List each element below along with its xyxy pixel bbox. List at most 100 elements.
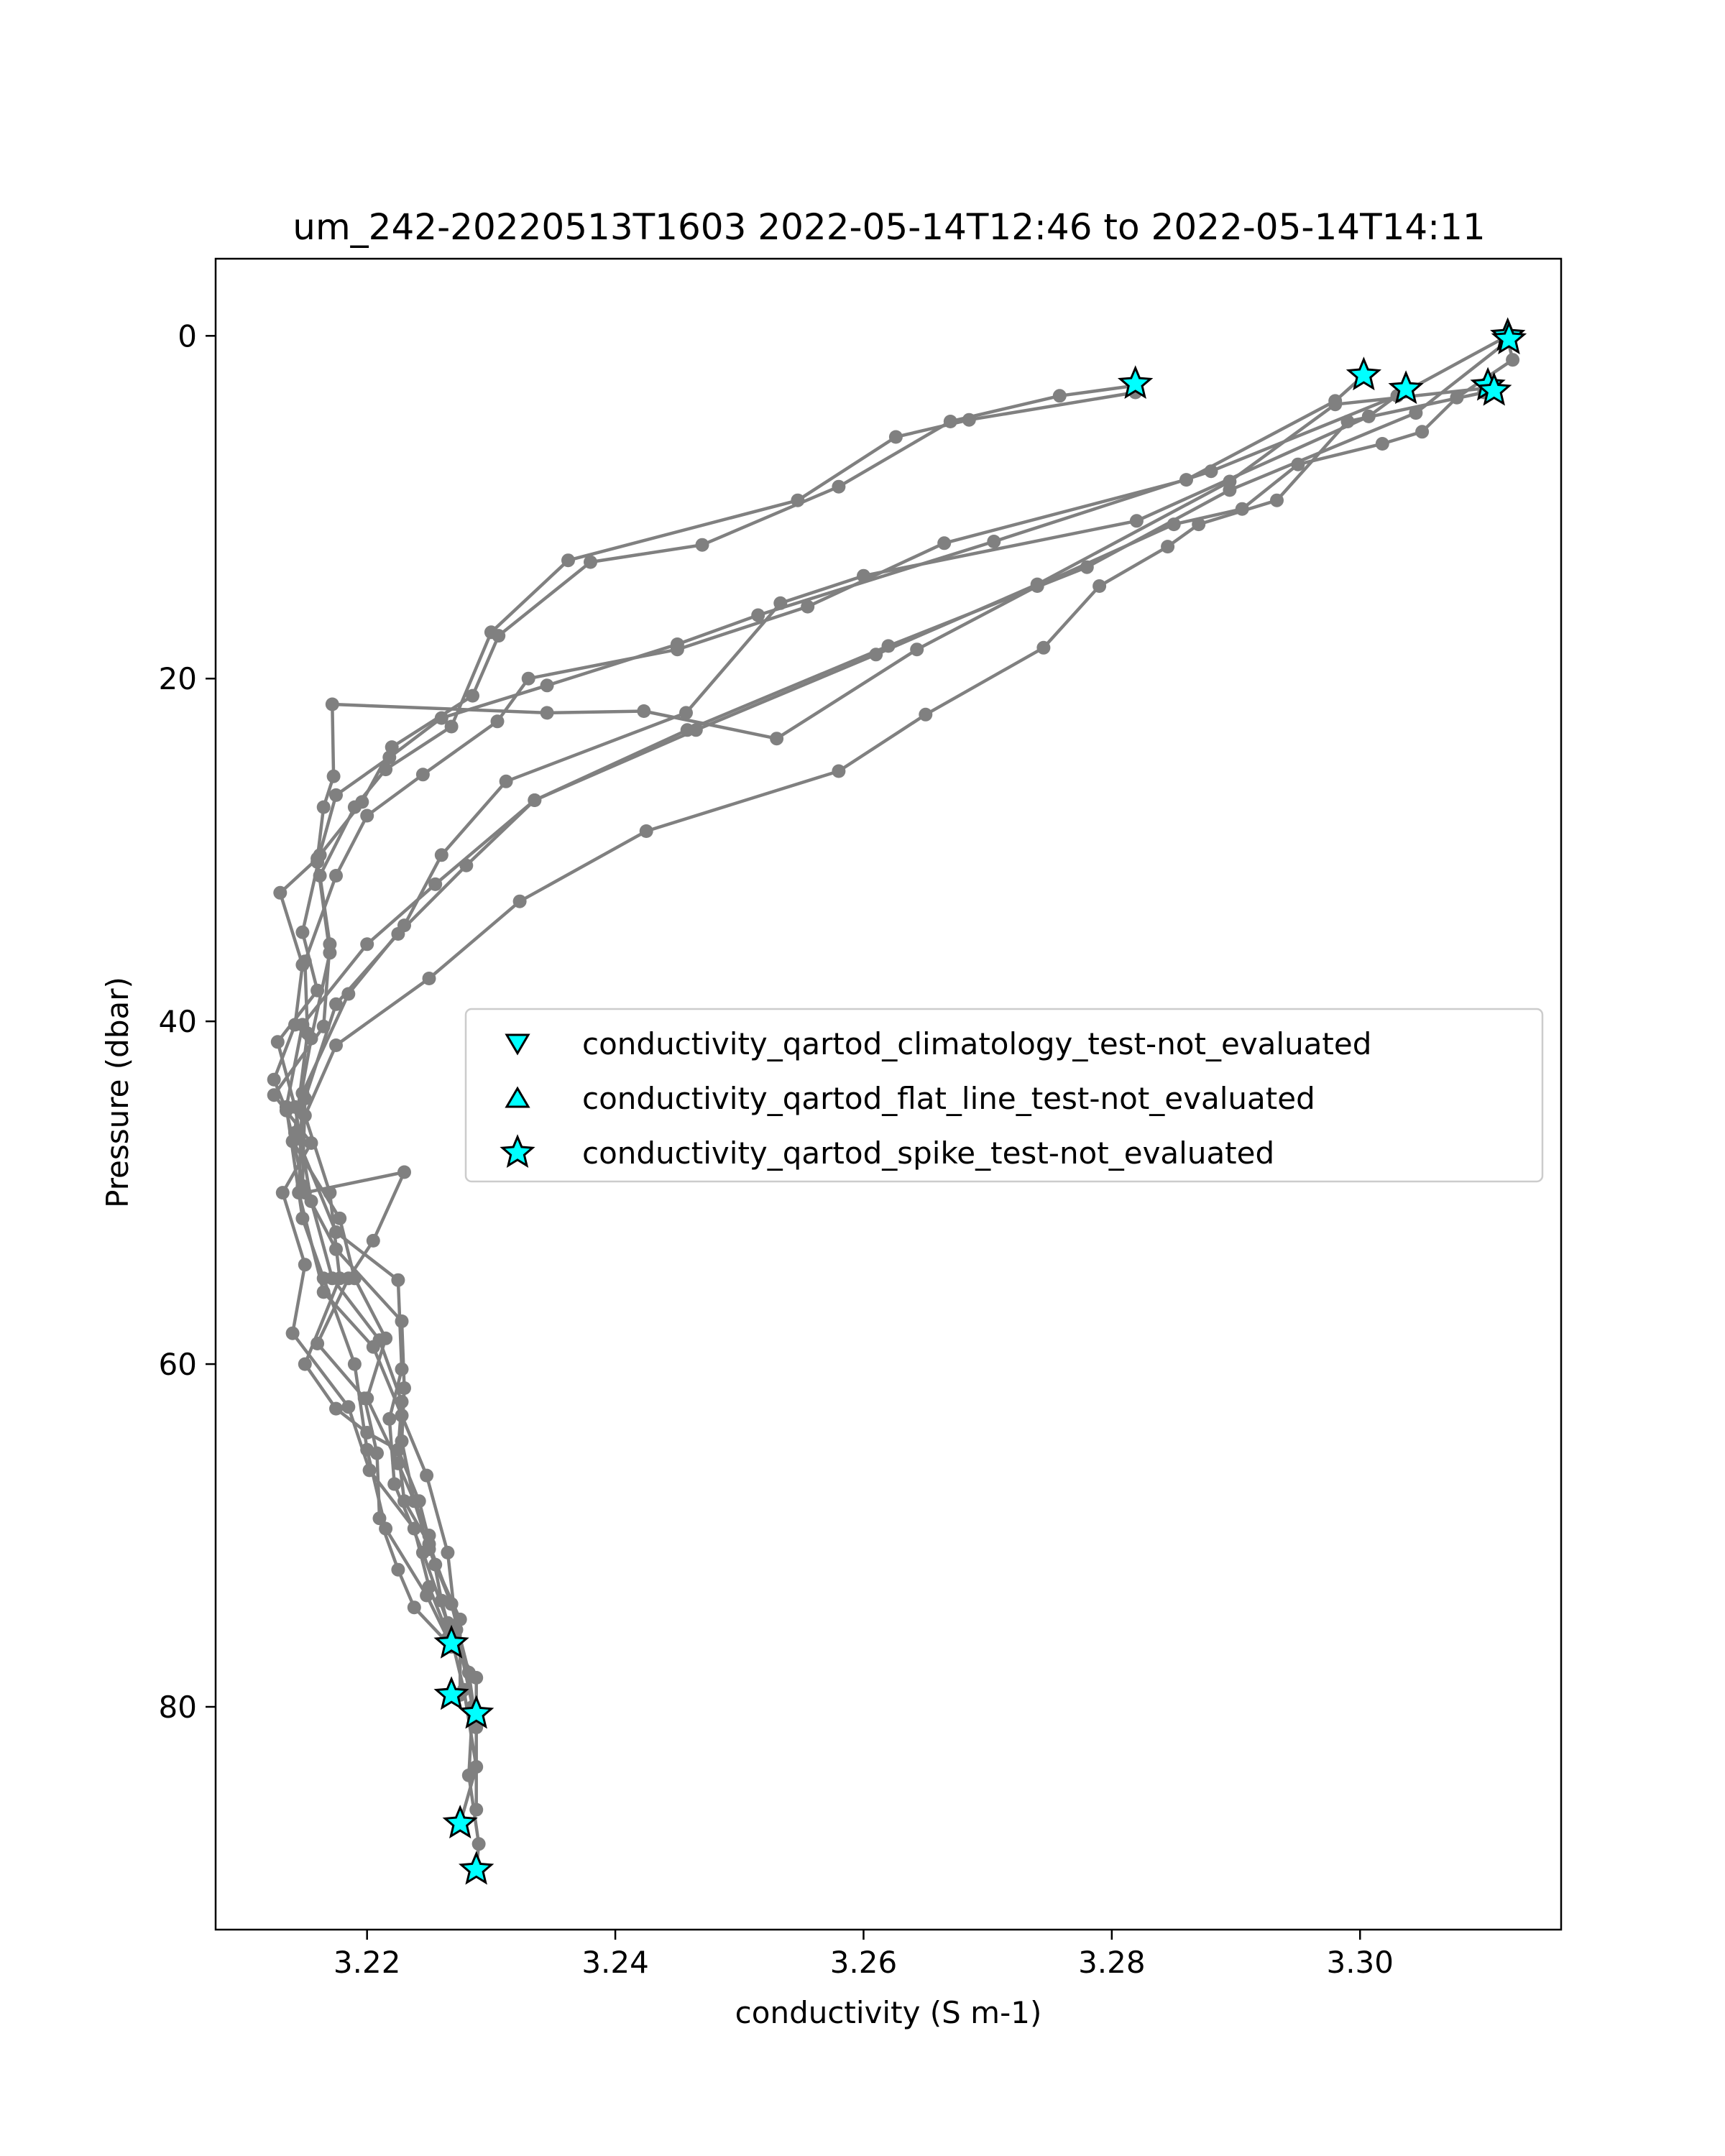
profile-point bbox=[341, 1271, 356, 1286]
profile-point bbox=[1235, 502, 1249, 516]
profile-point bbox=[295, 1211, 310, 1225]
profile-point bbox=[267, 1072, 281, 1087]
profile-point bbox=[987, 535, 1001, 548]
profile-point bbox=[341, 1400, 356, 1414]
profile-point bbox=[857, 568, 870, 583]
profile-point bbox=[1030, 579, 1044, 593]
flag-marker bbox=[1491, 321, 1527, 355]
profile-point bbox=[323, 946, 337, 960]
flag-marker bbox=[1476, 372, 1512, 406]
profile-point bbox=[937, 536, 952, 550]
profile-point bbox=[910, 642, 924, 657]
profile-point bbox=[1506, 353, 1520, 367]
profile-point bbox=[484, 625, 498, 640]
profile-point bbox=[428, 877, 443, 891]
profile-point bbox=[751, 608, 765, 622]
profile-point bbox=[1409, 406, 1423, 420]
y-axis-label: Pressure (dbar) bbox=[100, 977, 135, 1208]
profile-point bbox=[270, 1035, 285, 1049]
profile-point bbox=[420, 1588, 434, 1603]
profile-point bbox=[279, 1103, 293, 1118]
profile-point bbox=[316, 800, 331, 814]
x-tick-label: 3.24 bbox=[581, 1945, 649, 1980]
profile-point bbox=[1450, 390, 1464, 405]
profile-point bbox=[391, 1562, 405, 1577]
profile-point bbox=[1291, 457, 1305, 471]
flag-marker bbox=[458, 1695, 494, 1729]
profile-point bbox=[407, 1494, 421, 1508]
profile-point bbox=[1340, 415, 1355, 428]
profile-point bbox=[316, 1271, 331, 1286]
profile-point bbox=[1179, 473, 1193, 487]
flag-marker bbox=[433, 1676, 469, 1710]
profile-point bbox=[773, 596, 788, 610]
profile-point bbox=[357, 1391, 372, 1406]
legend-label: conductivity_qartod_climatology_test-not… bbox=[582, 1026, 1371, 1061]
profile-point bbox=[395, 1314, 409, 1328]
profile-point bbox=[329, 1401, 343, 1416]
profile-point bbox=[273, 885, 288, 900]
profile-line bbox=[293, 374, 1365, 1824]
profile-point bbox=[466, 688, 479, 703]
flag-marker bbox=[1388, 370, 1424, 405]
flag-series bbox=[433, 317, 1527, 1885]
profile-point bbox=[275, 1186, 290, 1200]
profile-point bbox=[391, 1442, 405, 1457]
profile-point bbox=[407, 1600, 421, 1615]
profile-point bbox=[379, 1331, 393, 1345]
profile-point bbox=[366, 1233, 380, 1248]
profile-point bbox=[391, 1273, 405, 1287]
profile-point bbox=[770, 732, 784, 746]
profile-point bbox=[528, 793, 542, 807]
profile-point bbox=[329, 869, 343, 883]
profile-point bbox=[385, 740, 399, 755]
profile-point bbox=[360, 937, 374, 952]
profile-point bbox=[329, 997, 343, 1011]
profile-point bbox=[637, 704, 651, 718]
axes-frame bbox=[214, 257, 1563, 1931]
profile-point bbox=[832, 479, 846, 494]
profile-point bbox=[1129, 514, 1144, 528]
profile-point bbox=[679, 706, 693, 720]
x-tick-label: 3.28 bbox=[1078, 1945, 1146, 1980]
x-tick-label: 3.26 bbox=[830, 1945, 898, 1980]
profile-point bbox=[422, 972, 436, 985]
y-tick-label: 80 bbox=[159, 1690, 197, 1725]
profile-point bbox=[391, 927, 405, 941]
y-tick-label: 0 bbox=[178, 318, 197, 354]
profile-point bbox=[360, 808, 374, 823]
y-tick-label: 60 bbox=[159, 1347, 197, 1382]
profile-point bbox=[1052, 389, 1067, 403]
profile-point bbox=[341, 987, 356, 1001]
profile-point bbox=[444, 719, 459, 734]
legend-label: conductivity_qartod_spike_test-not_evalu… bbox=[582, 1135, 1274, 1171]
profile-point bbox=[370, 1446, 384, 1460]
profile-point bbox=[397, 1494, 411, 1508]
profile-point bbox=[499, 774, 513, 788]
profile-point bbox=[333, 1211, 347, 1225]
y-axis: 0 20 40 60 80 bbox=[159, 318, 216, 1725]
profile-point bbox=[512, 894, 527, 908]
profile-point bbox=[397, 1381, 411, 1395]
legend-marker bbox=[505, 1086, 530, 1108]
y-tick-label: 20 bbox=[159, 661, 197, 696]
legend: conductivity_qartod_climatology_test-not… bbox=[464, 1008, 1544, 1183]
profile-point bbox=[347, 1357, 362, 1371]
profile-point bbox=[881, 639, 896, 653]
profile-point bbox=[695, 538, 709, 552]
profile-point bbox=[288, 1018, 302, 1032]
legend-marker bbox=[505, 1033, 530, 1056]
profile-point bbox=[379, 763, 393, 777]
profile-point bbox=[420, 1468, 434, 1483]
profile-point bbox=[639, 824, 653, 838]
profile-point bbox=[298, 1258, 312, 1272]
profile-point bbox=[434, 848, 448, 862]
profile-point bbox=[1223, 483, 1237, 497]
legend-label: conductivity_qartod_flat_line_test-not_e… bbox=[582, 1081, 1315, 1116]
plot-area bbox=[267, 317, 1527, 1885]
y-tick-label: 40 bbox=[159, 1004, 197, 1039]
profile-point bbox=[326, 769, 341, 783]
profile-point bbox=[1167, 517, 1181, 532]
profile-point bbox=[366, 1340, 380, 1354]
profile-point bbox=[295, 958, 310, 972]
